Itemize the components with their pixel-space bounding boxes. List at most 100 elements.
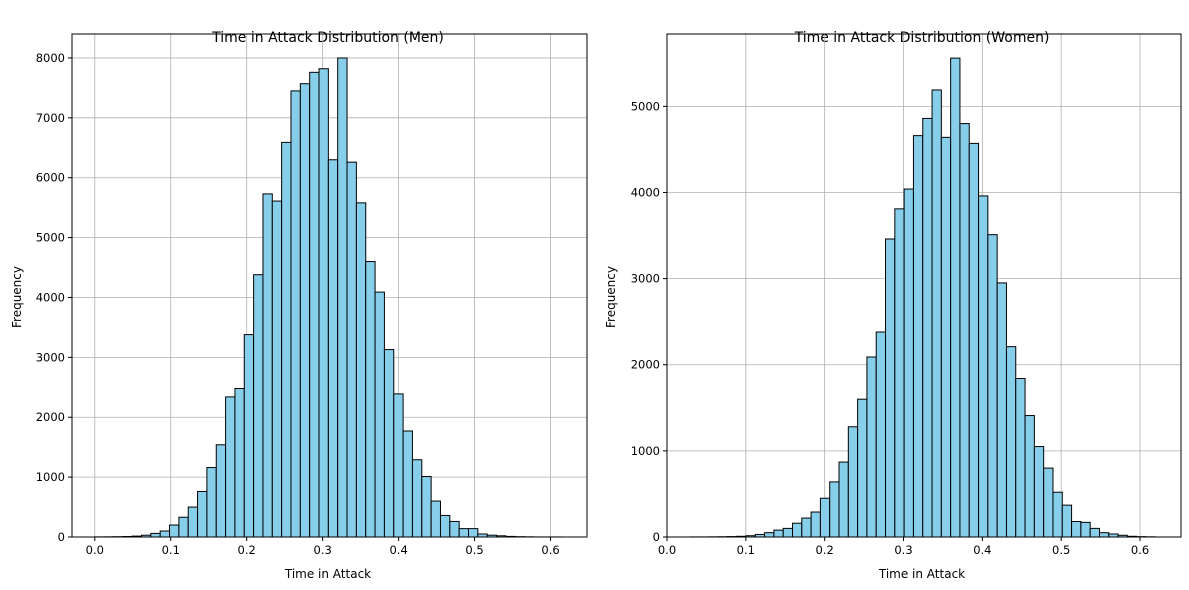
histogram-bar	[309, 71, 320, 538]
histogram-bar	[253, 274, 264, 538]
chart-title: Time in Attack Distribution (Women)	[794, 30, 1050, 46]
histogram-bar	[327, 159, 339, 538]
y-tick-label: 1000	[36, 470, 65, 484]
x-tick-label: 0.4	[389, 543, 407, 557]
histogram-bar	[885, 238, 896, 538]
histogram-bar	[365, 261, 376, 538]
chart-women: Time in Attack Distribution (Women) Time…	[604, 30, 1182, 581]
histogram-bar	[299, 83, 311, 538]
ticks: 0.0 0.1 0.2 0.3 0.4 0.5 0.6 0 1000 2000 3000 4000 50…	[631, 99, 1149, 557]
y-tick-label: 0	[58, 530, 65, 544]
x-tick-label: 0.5	[1052, 543, 1070, 557]
histogram-bar	[159, 530, 171, 538]
chart-men: Time in Attack Distribution (Men) Time i…	[10, 30, 588, 581]
histogram-bar	[1052, 491, 1063, 538]
histogram-bar	[773, 529, 784, 538]
histogram-bar	[1015, 378, 1026, 538]
histogram-bar	[894, 208, 905, 538]
histogram-bar	[468, 528, 479, 538]
histogram-bar	[290, 90, 301, 538]
y-tick-label: 4000	[631, 185, 660, 199]
histogram-bar	[978, 195, 989, 538]
y-tick-label: 5000	[36, 231, 65, 245]
histogram-bar	[234, 387, 245, 538]
x-axis-label: Time in Attack	[878, 567, 965, 581]
histogram-bar	[225, 396, 236, 538]
histogram-bar	[819, 497, 831, 538]
histogram-bar	[215, 444, 227, 538]
x-tick-label: 0.3	[894, 543, 912, 557]
x-tick-label: 0.1	[162, 543, 180, 557]
histogram-bar	[1043, 467, 1054, 538]
histogram-bar	[197, 490, 208, 538]
histogram-bar	[968, 142, 980, 538]
histogram-bar	[792, 522, 803, 538]
plot-frame	[666, 33, 1182, 538]
y-tick-label: 8000	[36, 51, 65, 65]
y-tick-label: 6000	[36, 171, 65, 185]
histogram-bar	[810, 511, 821, 538]
histogram-bar	[866, 356, 877, 538]
y-tick-label: 5000	[631, 99, 660, 113]
y-tick-label: 2000	[631, 358, 660, 372]
histogram-bar	[243, 334, 255, 538]
histogram-bar	[318, 68, 329, 538]
histogram-bar	[903, 188, 914, 538]
y-tick-label: 1000	[631, 444, 660, 458]
histogram-bar	[922, 117, 933, 538]
x-tick-label: 0.6	[541, 543, 559, 557]
histogram-bar	[1061, 504, 1073, 538]
histogram-bar	[449, 520, 460, 538]
y-tick-label: 3000	[36, 350, 65, 364]
histogram-bar	[439, 514, 451, 538]
y-axis-label: Frequency	[604, 266, 618, 328]
x-tick-label: 0.1	[737, 543, 755, 557]
x-tick-label: 0.6	[1131, 543, 1149, 557]
histogram-bar	[271, 200, 283, 538]
histogram-bar	[206, 467, 217, 538]
bars	[689, 57, 1156, 538]
y-tick-label: 0	[653, 530, 660, 544]
chart-title: Time in Attack Distribution (Men)	[211, 30, 444, 46]
histogram-bar	[764, 532, 775, 538]
plot-frame	[71, 33, 588, 538]
histogram-bar	[996, 282, 1007, 538]
histogram-bar	[262, 193, 273, 538]
x-tick-label: 0.5	[465, 543, 483, 557]
x-tick-label: 0.2	[238, 543, 256, 557]
histogram-bar	[281, 141, 292, 538]
histogram-bar	[912, 135, 924, 538]
y-tick-label: 4000	[36, 290, 65, 304]
histogram-bar	[393, 393, 404, 538]
histogram-bar	[355, 202, 367, 538]
histogram-bar	[1080, 521, 1091, 538]
histogram-bar	[411, 459, 423, 538]
histogram-bar	[458, 528, 470, 538]
histogram-bar	[931, 89, 942, 538]
x-tick-label: 0.0	[86, 543, 104, 557]
histogram-bar	[178, 516, 189, 538]
histogram-bar	[1024, 415, 1035, 538]
histogram-bar	[1098, 532, 1110, 538]
histogram-bar	[857, 398, 868, 538]
histogram-bar	[1089, 527, 1100, 538]
y-tick-label: 2000	[36, 410, 65, 424]
histogram-bar	[801, 517, 812, 538]
histogram-bar	[1033, 446, 1045, 538]
histogram-bar	[187, 506, 199, 538]
histogram-bar	[430, 500, 441, 538]
histogram-bar	[959, 123, 970, 538]
bars	[94, 57, 563, 538]
histogram-bar	[875, 331, 887, 538]
y-tick-label: 7000	[36, 111, 65, 125]
histogram-bar	[337, 57, 348, 538]
x-tick-label: 0.3	[314, 543, 332, 557]
x-tick-label: 0.4	[973, 543, 991, 557]
ticks: 0.0 0.1 0.2 0.3 0.4 0.5 0.6 0 1000 2000 3000 4000 50…	[36, 51, 560, 557]
histogram-bar	[847, 426, 859, 538]
x-tick-label: 0.0	[658, 543, 676, 557]
histogram-bar	[838, 461, 849, 538]
x-axis-label: Time in Attack	[284, 567, 371, 581]
histogram-bar	[940, 136, 952, 538]
